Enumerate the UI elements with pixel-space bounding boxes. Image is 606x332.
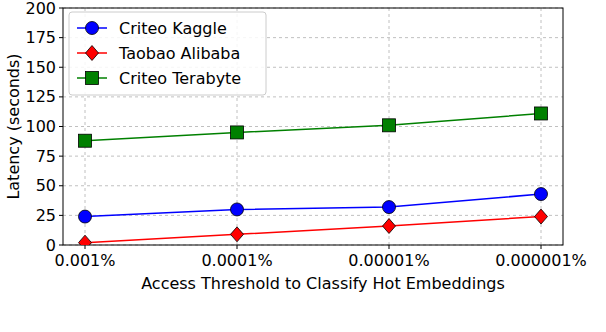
x-tick — [541, 245, 542, 249]
y-tick-label: 175 — [25, 28, 56, 47]
data-point — [231, 126, 244, 139]
chart-svg: 02550751001251501752000.001%0.0001%0.000… — [0, 0, 606, 332]
x-axis-label: Access Threshold to Classify Hot Embeddi… — [141, 274, 505, 293]
y-tick — [59, 245, 63, 246]
legend-marker — [86, 22, 99, 35]
legend-box — [69, 12, 266, 95]
data-point — [535, 209, 548, 224]
y-tick-label: 100 — [25, 117, 56, 136]
x-tick-label: 0.000001% — [495, 251, 587, 270]
x-tick-label: 0.0001% — [201, 251, 272, 270]
y-tick-label: 200 — [25, 0, 56, 18]
y-tick — [59, 67, 63, 68]
y-tick — [59, 156, 63, 157]
x-tick-label: 0.001% — [54, 251, 115, 270]
data-point — [79, 235, 92, 245]
series-line — [85, 217, 541, 243]
y-grid — [63, 185, 563, 186]
y-tick — [59, 185, 63, 186]
data-point — [383, 219, 396, 234]
y-tick — [59, 126, 63, 127]
y-grid — [63, 156, 563, 157]
y-grid — [63, 96, 563, 97]
series-line — [85, 113, 541, 140]
y-tick-label: 75 — [36, 147, 56, 166]
y-tick-label: 25 — [36, 206, 56, 225]
data-point — [535, 107, 548, 120]
data-point — [79, 134, 92, 147]
x-tick — [237, 245, 238, 249]
x-tick — [85, 245, 86, 249]
plot-marks — [79, 107, 548, 245]
y-tick — [59, 215, 63, 216]
plot-frame — [63, 8, 563, 245]
x-tick-label: 0.00001% — [348, 251, 429, 270]
data-point — [535, 188, 548, 201]
data-point — [231, 227, 244, 242]
legend-label: Taobao Alibaba — [118, 44, 240, 63]
y-tick — [59, 96, 63, 97]
y-tick-label: 50 — [36, 176, 56, 195]
legend: Criteo Kaggle Taobao Alibaba Criteo Teraby… — [69, 12, 266, 95]
data-point — [383, 201, 396, 214]
y-tick — [59, 37, 63, 38]
data-point — [231, 203, 244, 216]
y-tick-label: 150 — [25, 58, 56, 77]
data-point — [79, 210, 92, 223]
data-point — [383, 119, 396, 132]
series-line — [85, 194, 541, 217]
legend-label: Criteo Kaggle — [119, 19, 227, 38]
y-axis-label: Latency (seconds) — [4, 53, 23, 199]
legend-marker — [86, 46, 99, 61]
y-grid — [63, 126, 563, 127]
y-tick — [59, 8, 63, 9]
legend-marker — [86, 72, 99, 85]
y-tick-label: 125 — [25, 87, 56, 106]
x-tick — [389, 245, 390, 249]
legend-label: Criteo Terabyte — [119, 69, 241, 88]
chart-root: 02550751001251501752000.001%0.0001%0.000… — [0, 0, 606, 332]
y-grid — [63, 215, 563, 216]
